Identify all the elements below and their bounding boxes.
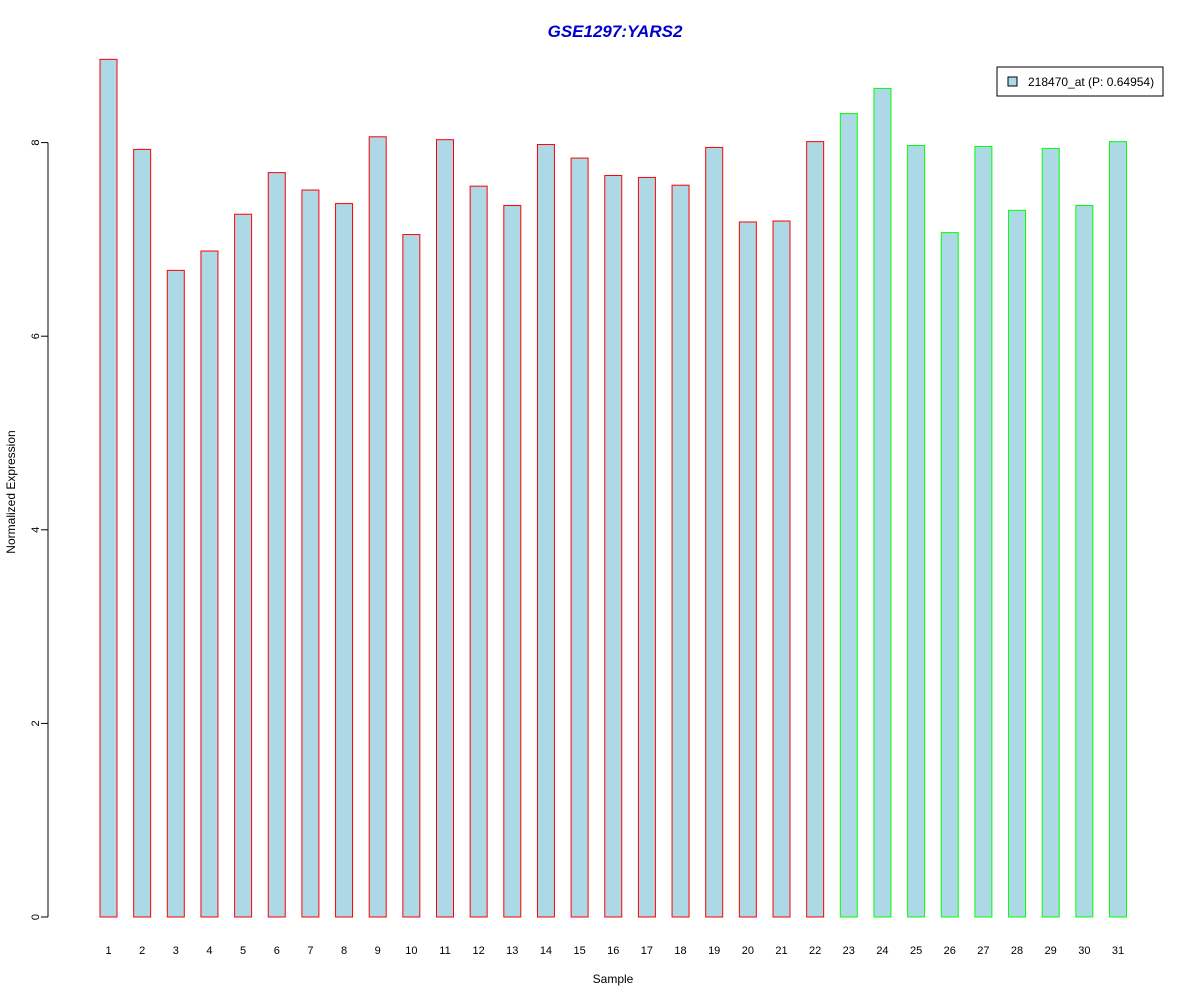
bar-sample-14: [536, 144, 555, 918]
y-tick-label: 8: [30, 140, 42, 146]
x-tick-label: 27: [977, 945, 989, 957]
x-tick-label: 24: [876, 945, 888, 957]
bar-sample-13: [503, 205, 522, 918]
legend-label: 218470_at (P: 0.64954): [1028, 75, 1154, 89]
x-tick-label: 17: [641, 945, 653, 957]
x-tick-label: 15: [573, 945, 585, 957]
bar-sample-21: [772, 220, 791, 918]
y-tick-label: 4: [30, 527, 42, 533]
x-tick-label: 25: [910, 945, 922, 957]
x-tick-label: 3: [173, 945, 179, 957]
x-tick-label: 22: [809, 945, 821, 957]
bar-sample-18: [671, 184, 690, 918]
bars: [99, 58, 1127, 918]
x-tick-label: 7: [307, 945, 313, 957]
bar-sample-3: [166, 269, 185, 918]
bar-sample-4: [200, 250, 219, 918]
y-axis-label: Normalized Expression: [4, 430, 18, 553]
bar-sample-11: [436, 139, 454, 918]
x-tick-label: 30: [1078, 945, 1090, 957]
x-tick-label: 29: [1045, 945, 1057, 957]
legend-swatch-icon: [1007, 76, 1018, 87]
x-tick-label: 5: [240, 945, 246, 957]
y-tick-label: 0: [30, 914, 42, 920]
y-tick-label: 2: [30, 720, 42, 726]
x-tick-label: 19: [708, 945, 720, 957]
x-tick-label: 16: [607, 945, 619, 957]
bar-sample-23: [839, 113, 858, 918]
bar-sample-31: [1109, 141, 1127, 918]
x-tick-label: 14: [540, 945, 552, 957]
x-tick-label: 8: [341, 945, 347, 957]
x-tick-label: 20: [742, 945, 754, 957]
y-axis: 0 2 4 6 8: [30, 140, 49, 920]
x-tick-label: 2: [139, 945, 145, 957]
x-tick-label: 26: [944, 945, 956, 957]
x-tick-label: 4: [206, 945, 212, 957]
bar-sample-22: [806, 141, 825, 918]
x-axis-label: Sample: [593, 972, 634, 986]
bar-sample-20: [738, 221, 757, 918]
x-tick-label: 9: [375, 945, 381, 957]
x-tick-label: 10: [405, 945, 417, 957]
legend: 218470_at (P: 0.64954): [996, 66, 1164, 97]
bar-sample-29: [1041, 147, 1060, 918]
bar-sample-17: [637, 176, 656, 918]
bar-sample-16: [604, 175, 623, 918]
bar-sample-26: [940, 232, 959, 918]
bar-sample-24: [873, 87, 892, 918]
bar-sample-28: [1008, 209, 1027, 918]
legend-box: [996, 66, 1164, 97]
bar-sample-7: [301, 189, 320, 918]
x-tick-label: 21: [775, 945, 787, 957]
bar-sample-15: [570, 157, 589, 918]
bar-sample-1: [99, 58, 118, 918]
x-tick-label: 12: [473, 945, 485, 957]
x-tick-label: 6: [274, 945, 280, 957]
bar-sample-9: [368, 136, 387, 918]
bar-sample-12: [469, 185, 488, 918]
x-tick-label: 31: [1112, 945, 1124, 957]
x-tick-label: 28: [1011, 945, 1023, 957]
x-tick-labels: 1 2 3 4 5 6 7 8 9 10 11 12 13 14 15 16 17 18 19 20 21 22 23 24 2…: [105, 945, 1124, 957]
bar-sample-25: [907, 145, 926, 918]
chart-title: GSE1297:YARS2: [548, 22, 683, 41]
bar-sample-5: [234, 213, 253, 918]
x-tick-label: 13: [506, 945, 518, 957]
x-tick-label: 11: [439, 945, 450, 957]
y-tick-label: 6: [30, 333, 42, 339]
bar-sample-19: [705, 146, 724, 918]
bar-sample-10: [402, 234, 421, 918]
bar-sample-2: [133, 148, 152, 918]
x-tick-label: 23: [843, 945, 855, 957]
bar-sample-27: [974, 145, 993, 918]
bar-sample-30: [1075, 205, 1094, 918]
bar-sample-6: [267, 172, 286, 918]
x-tick-label: 1: [105, 945, 111, 957]
bar-sample-8: [335, 203, 354, 918]
x-tick-label: 18: [674, 945, 686, 957]
